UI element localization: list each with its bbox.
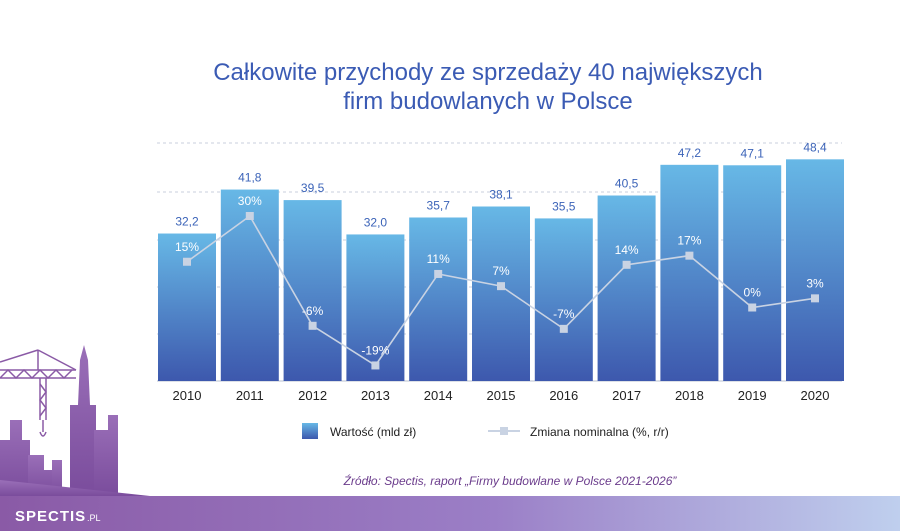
- bar-value-label: 47,1: [741, 146, 765, 160]
- bar-value-label: 47,2: [678, 146, 702, 160]
- x-tick-label: 2013: [361, 388, 390, 403]
- line-value-label: 11%: [427, 252, 450, 266]
- x-tick-label: 2015: [487, 388, 516, 403]
- bar-2020: [786, 159, 844, 381]
- bar-value-label: 35,5: [552, 199, 576, 213]
- bar-value-label: 39,5: [301, 181, 325, 195]
- spectis-logo: SPECTIS .PL: [15, 508, 101, 525]
- x-tick-label: 2018: [675, 388, 704, 403]
- line-value-label: 0%: [744, 286, 762, 300]
- x-tick-label: 2011: [236, 388, 264, 403]
- bar-series: 32,2 41,8 39,5 32,0 35,7 38,1 35,5 40,5 47,2 47,1…: [158, 140, 844, 381]
- bar-value-label: 48,4: [803, 140, 827, 154]
- bar-value-label: 35,7: [427, 198, 451, 212]
- legend-label-line: Zmiana nominalna (%, r/r): [530, 425, 669, 439]
- line-point-2010: [183, 257, 191, 266]
- line-point-2012: [308, 321, 317, 330]
- line-value-label: 17%: [677, 234, 701, 248]
- x-axis: 2010 2011 2012 2013 2014 2015 2016 2017 2018 2019…: [173, 388, 830, 403]
- x-tick-label: 2016: [549, 388, 578, 403]
- bar-value-label: 41,8: [238, 171, 262, 185]
- line-point-2013: [371, 361, 380, 370]
- bar-2019: [723, 165, 782, 381]
- line-value-label: 30%: [238, 194, 262, 208]
- chart-title-line-2: firm budowlanych w Polsce: [343, 88, 632, 115]
- line-value-label: -19%: [361, 343, 389, 357]
- bar-value-label: 32,2: [175, 215, 199, 229]
- line-point-2019: [748, 303, 757, 312]
- bar-2011: [220, 189, 279, 381]
- bar-2018: [660, 164, 719, 381]
- x-tick-label: 2020: [801, 388, 830, 403]
- bar-2017: [597, 195, 656, 381]
- legend: Wartość (mld zł) Zmiana nominalna (%, r/…: [302, 423, 669, 439]
- bar-2010: [158, 233, 216, 381]
- x-tick-label: 2014: [424, 388, 453, 403]
- legend-swatch-bars: [302, 423, 318, 439]
- x-tick-label: 2017: [612, 388, 641, 403]
- line-value-label: 7%: [492, 264, 510, 278]
- x-tick-label: 2012: [298, 388, 327, 403]
- line-point-2017: [622, 260, 631, 269]
- line-value-label: -6%: [302, 304, 324, 318]
- line-value-label: 15%: [175, 240, 199, 254]
- footer-bar: [0, 496, 900, 531]
- line-point-2014: [434, 269, 443, 278]
- line-point-2015: [497, 282, 505, 291]
- legend-swatch-marker: [500, 427, 508, 435]
- logo-suffix: .PL: [87, 513, 101, 523]
- bar-2016: [534, 218, 593, 381]
- x-tick-label: 2010: [173, 388, 202, 403]
- source-note: Źródło: Spectis, raport „Firmy budowlane…: [343, 473, 678, 488]
- bar-value-label: 40,5: [615, 177, 639, 191]
- legend-label-bars: Wartość (mld zł): [330, 425, 416, 439]
- bar-2014: [409, 217, 468, 381]
- logo-brand: SPECTIS: [15, 508, 86, 525]
- crane-icon: [0, 349, 77, 437]
- line-point-2018: [685, 251, 694, 260]
- line-value-label: 14%: [615, 243, 639, 257]
- line-point-2011: [245, 212, 254, 220]
- line-value-label: -7%: [553, 307, 575, 321]
- line-point-2020: [811, 294, 819, 303]
- line-series: 15% 30% -6% -19% 11% 7% -7% 14% 17% 0% 3%: [175, 194, 824, 370]
- bar-2015: [472, 206, 530, 381]
- bar-value-label: 32,0: [364, 215, 388, 229]
- line-value-label: 3%: [806, 276, 824, 290]
- city-skyline-illustration: [0, 345, 150, 496]
- line-point-2016: [559, 324, 568, 333]
- chart-title-line-1: Całkowite przychody ze sprzedaży 40 najw…: [213, 59, 763, 86]
- bar-value-label: 38,1: [489, 188, 513, 202]
- bar-2013: [346, 234, 405, 381]
- x-tick-label: 2019: [738, 388, 767, 403]
